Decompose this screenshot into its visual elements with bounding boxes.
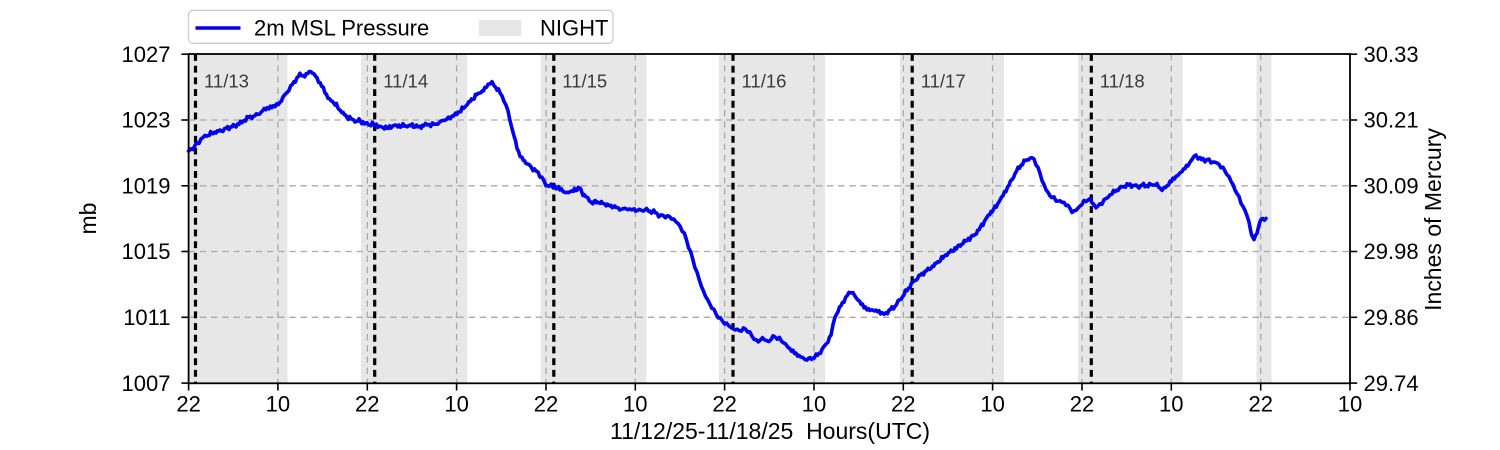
svg-text:2m MSL Pressure: 2m MSL Pressure xyxy=(254,15,429,40)
svg-text:29.74: 29.74 xyxy=(1364,371,1419,396)
svg-text:30.09: 30.09 xyxy=(1364,174,1419,199)
svg-text:11/18: 11/18 xyxy=(1100,71,1145,92)
svg-text:10: 10 xyxy=(444,392,468,417)
svg-text:NIGHT: NIGHT xyxy=(540,15,608,40)
svg-text:1011: 1011 xyxy=(123,305,170,330)
svg-text:10: 10 xyxy=(1338,392,1362,417)
svg-text:22: 22 xyxy=(176,392,200,417)
svg-text:10: 10 xyxy=(980,392,1004,417)
svg-text:11/16: 11/16 xyxy=(742,71,787,92)
svg-text:22: 22 xyxy=(712,392,736,417)
svg-text:11/15: 11/15 xyxy=(562,71,607,92)
svg-text:22: 22 xyxy=(891,392,915,417)
svg-text:10: 10 xyxy=(266,392,290,417)
svg-text:1023: 1023 xyxy=(122,108,171,133)
svg-text:Inches of Mercury: Inches of Mercury xyxy=(1420,128,1446,311)
svg-text:11/12/25-11/18/25 Hours(UTC): 11/12/25-11/18/25 Hours(UTC) xyxy=(610,418,930,444)
svg-text:1015: 1015 xyxy=(122,239,171,264)
svg-text:11/14: 11/14 xyxy=(383,71,428,92)
svg-text:10: 10 xyxy=(623,392,647,417)
svg-text:30.21: 30.21 xyxy=(1364,108,1419,133)
svg-text:10: 10 xyxy=(1159,392,1183,417)
svg-text:22: 22 xyxy=(534,392,558,417)
svg-text:1019: 1019 xyxy=(122,174,171,199)
svg-text:22: 22 xyxy=(355,392,379,417)
svg-text:22: 22 xyxy=(1248,392,1272,417)
svg-text:11/13: 11/13 xyxy=(204,71,249,92)
svg-text:29.86: 29.86 xyxy=(1364,305,1419,330)
svg-text:1007: 1007 xyxy=(122,371,171,396)
svg-text:1027: 1027 xyxy=(122,42,171,67)
svg-text:30.33: 30.33 xyxy=(1364,42,1419,67)
svg-text:mb: mb xyxy=(75,203,101,235)
svg-text:22: 22 xyxy=(1070,392,1094,417)
svg-text:11/17: 11/17 xyxy=(921,71,966,92)
svg-text:29.98: 29.98 xyxy=(1364,239,1419,264)
svg-text:10: 10 xyxy=(802,392,826,417)
